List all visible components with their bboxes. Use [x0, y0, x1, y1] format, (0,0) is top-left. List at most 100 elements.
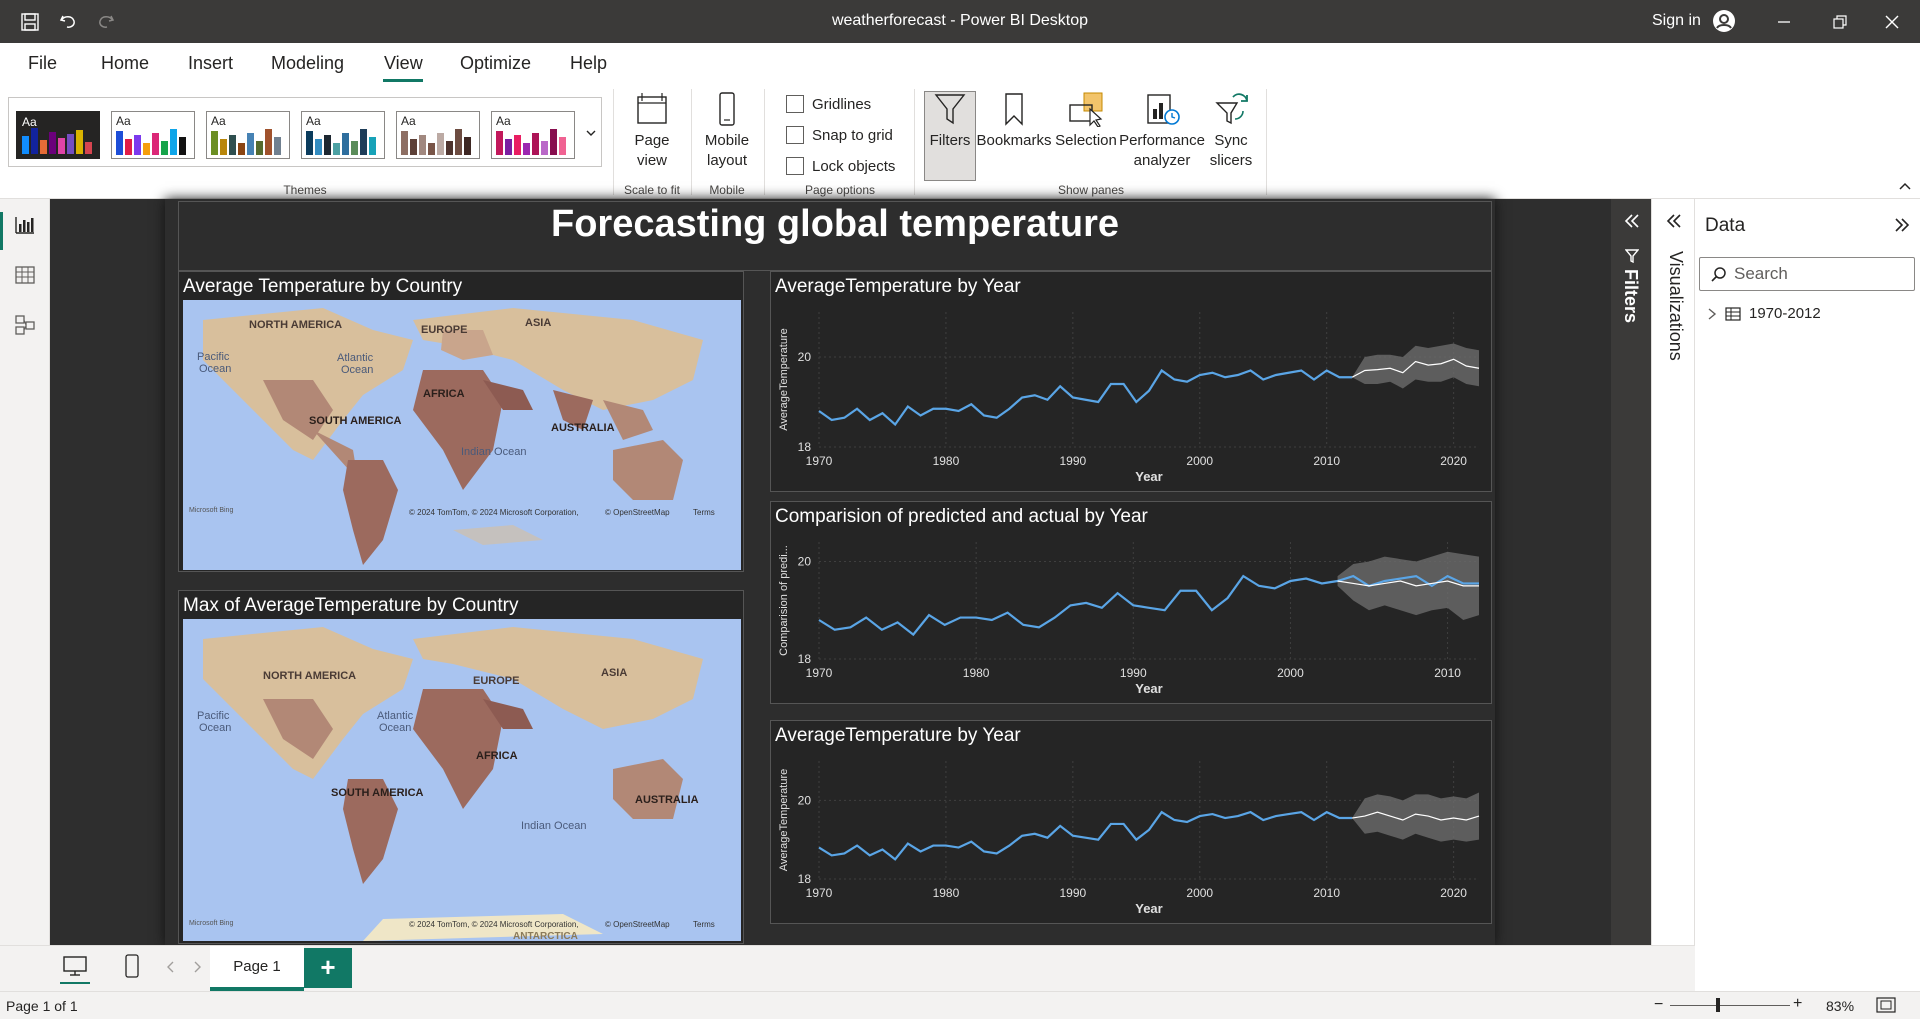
zoom-slider[interactable] — [1670, 1005, 1790, 1006]
add-page-button[interactable]: + — [304, 948, 352, 988]
prev-page-icon[interactable] — [166, 960, 176, 978]
x-tick-label: 2020 — [1440, 454, 1467, 468]
theme-swatch — [496, 129, 566, 155]
restore-button[interactable] — [1812, 0, 1868, 43]
theme-6[interactable]: Aa — [491, 111, 575, 159]
expand-filters-icon[interactable] — [1623, 213, 1641, 234]
x-tick-label: 1980 — [963, 666, 990, 680]
table-view-icon[interactable] — [13, 263, 37, 287]
visual-title: Average Temperature by Country — [183, 276, 463, 297]
next-page-icon[interactable] — [192, 960, 202, 978]
visual-title: Max of AverageTemperature by Country — [183, 595, 519, 616]
performance-analyzer-button[interactable]: Performance analyzer — [1118, 91, 1206, 171]
collapse-ribbon-icon[interactable] — [1898, 179, 1912, 197]
label-pacific: Pacific — [197, 351, 230, 363]
line-chart-svg[interactable]: 1970 1980 1990 2000 2010 20201820YearAverageT… — [771, 721, 1493, 925]
zoom-in-button[interactable]: + — [1793, 995, 1803, 1012]
menu-insert[interactable]: Insert — [188, 53, 234, 73]
redo-icon[interactable] — [94, 10, 118, 34]
report-view-icon[interactable] — [13, 213, 37, 237]
snap-to-grid-checkbox[interactable]: Snap to grid — [786, 126, 893, 144]
data-pane: Data 1970-2012 — [1695, 199, 1920, 1019]
gridlines-checkbox[interactable]: Gridlines — [786, 95, 871, 113]
fit-to-page-icon[interactable] — [1876, 997, 1896, 1016]
theme-5[interactable]: Aa — [396, 111, 480, 159]
line-chart-svg[interactable]: 1970 1980 1990 2000 2010 18 20 Year Comparision … — [771, 502, 1493, 705]
page-tab-bar: Page 1 + — [0, 945, 1695, 991]
page-view-button[interactable]: Page view — [622, 91, 682, 171]
data-search-input[interactable] — [1734, 262, 1904, 286]
theme-swatch — [22, 128, 92, 154]
line-chart-average-temperature[interactable]: AverageTemperature by Year 1970 1980 1990 2… — [770, 271, 1492, 492]
lock-objects-checkbox[interactable]: Lock objects — [786, 157, 895, 175]
label-europe: EUROPE — [473, 675, 519, 687]
expand-visualizations-icon[interactable] — [1665, 213, 1683, 234]
menu-home[interactable]: Home — [101, 53, 150, 73]
save-icon[interactable] — [18, 10, 42, 34]
menu-view[interactable]: View — [384, 53, 423, 73]
map-visual-average-temperature[interactable]: Average Temperature by Country NORTH AME… — [178, 271, 744, 572]
label-asia: ASIA — [525, 317, 551, 329]
forecast-series-line — [1351, 811, 1480, 821]
themes-expand-icon[interactable] — [585, 115, 597, 156]
collapse-data-pane-icon[interactable] — [1893, 217, 1911, 238]
menu-bar: File Home Insert Modeling View Optimize … — [0, 43, 1920, 83]
theme-swatch — [401, 129, 471, 155]
selection-pane-button[interactable]: Selection — [1052, 91, 1120, 151]
label-europe: EUROPE — [421, 324, 467, 336]
status-bar: Page 1 of 1 − + 83% — [0, 991, 1920, 1019]
gridlines-label: Gridlines — [812, 95, 872, 113]
line-chart-svg[interactable]: 1970 1980 1990 2000 2010 20201820YearAverageT… — [771, 272, 1493, 493]
menu-help[interactable]: Help — [570, 53, 608, 73]
theme-4[interactable]: Aa — [301, 111, 385, 159]
menu-modeling[interactable]: Modeling — [271, 53, 345, 73]
label-africa: AFRICA — [423, 388, 465, 400]
world-map[interactable]: NORTH AMERICA SOUTH AMERICA EUROPE ASIA … — [183, 619, 741, 941]
title-bar: weatherforecast - Power BI Desktop Sign … — [0, 0, 1920, 43]
phone-layout-icon[interactable] — [122, 954, 142, 983]
sign-in-link[interactable]: Sign in — [1652, 12, 1701, 29]
world-map[interactable]: NORTH AMERICA SOUTH AMERICA EUROPE ASIA … — [183, 300, 741, 570]
page-count: Page 1 of 1 — [6, 998, 78, 1014]
line-chart-average-temperature-2[interactable]: AverageTemperature by Year 1970 1980 1990 2… — [770, 720, 1492, 924]
table-node[interactable]: 1970-2012 — [1707, 305, 1821, 322]
label-indian-ocean: Indian Ocean — [521, 820, 586, 832]
data-search-box[interactable] — [1699, 257, 1915, 291]
bookmarks-label: Bookmarks — [976, 132, 1052, 149]
menu-file[interactable]: File — [28, 53, 58, 73]
theme-default[interactable]: Aa — [16, 111, 100, 159]
undo-icon[interactable] — [56, 10, 80, 34]
line-chart-predicted-vs-actual[interactable]: Comparision of predicted and actual by Y… — [770, 501, 1492, 704]
close-button[interactable] — [1864, 0, 1920, 43]
filters-pane-button[interactable]: Filters — [924, 91, 976, 151]
map-visual-max-temperature[interactable]: Max of AverageTemperature by Country NOR… — [178, 590, 744, 944]
menu-optimize[interactable]: Optimize — [460, 53, 532, 73]
filters-pane[interactable]: Filters — [1611, 199, 1651, 945]
sync-slicers-button[interactable]: Sync slicers — [1206, 91, 1256, 171]
model-view-icon[interactable] — [13, 313, 37, 337]
report-title: Forecasting global temperature — [550, 203, 1119, 245]
checkbox-box[interactable] — [786, 126, 804, 144]
minimize-button[interactable] — [1756, 0, 1812, 43]
desktop-layout-icon[interactable] — [62, 954, 88, 983]
zoom-out-button[interactable]: − — [1654, 996, 1664, 1013]
tab-page-1[interactable]: Page 1 — [210, 946, 304, 988]
report-title-box[interactable] — [178, 201, 1492, 271]
bookmarks-pane-button[interactable]: Bookmarks — [976, 91, 1052, 151]
mobile-layout-button[interactable]: Mobile layout — [696, 91, 758, 171]
theme-2[interactable]: Aa — [111, 111, 195, 159]
bing-logo: Microsoft Bing — [189, 507, 233, 514]
checkbox-box[interactable] — [786, 157, 804, 175]
bing-logo: Microsoft Bing — [189, 920, 233, 927]
label-australia: AUSTRALIA — [551, 422, 615, 434]
theme-3[interactable]: Aa — [206, 111, 290, 159]
performance-analyzer-icon — [1147, 94, 1180, 125]
forecast-confidence-band — [1352, 343, 1479, 389]
theme-aa-label: Aa — [116, 114, 131, 128]
account-icon[interactable] — [1712, 9, 1736, 33]
zoom-slider-thumb[interactable] — [1716, 998, 1720, 1012]
x-tick-label: 1980 — [933, 454, 960, 468]
map-terms-link: Terms — [693, 920, 715, 929]
visualizations-pane[interactable]: Visualizations — [1651, 199, 1695, 945]
checkbox-box[interactable] — [786, 95, 804, 113]
